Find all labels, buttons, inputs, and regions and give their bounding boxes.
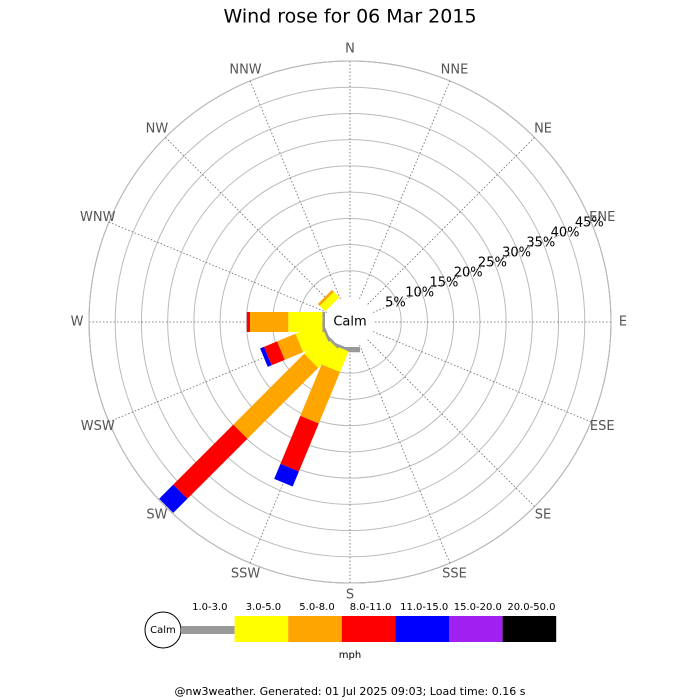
spoke (372, 221, 592, 313)
bar-segment (288, 312, 323, 332)
legend-label: 20.0-50.0 (507, 602, 555, 613)
legend-calm-label: Calm (150, 625, 176, 636)
spoke (367, 339, 535, 507)
legend-swatch (181, 626, 235, 634)
legend-label: 11.0-15.0 (400, 602, 448, 613)
legend-label: 8.0-11.0 (350, 602, 392, 613)
r-tick-label: 20% (454, 266, 483, 281)
bar-segment (173, 424, 248, 499)
direction-label: ENE (589, 210, 615, 225)
chart-title: Wind rose for 06 Mar 2015 (223, 6, 476, 28)
direction-label: WSW (81, 419, 115, 434)
grid-ring (167, 139, 533, 505)
bar-segment (319, 291, 340, 312)
spoke (165, 137, 333, 305)
spoke (108, 221, 328, 313)
legend-swatch (288, 616, 342, 642)
r-tick-label: 30% (502, 245, 531, 260)
legend-label: 1.0-3.0 (192, 602, 227, 613)
spoke (359, 80, 451, 300)
direction-label: NNE (441, 62, 469, 77)
grid-ring (219, 191, 481, 453)
grid-ring (140, 112, 560, 532)
bar-segment (159, 484, 188, 513)
direction-label: NNW (229, 62, 261, 77)
legend-label: 3.0-5.0 (246, 602, 281, 613)
bar-segment (277, 333, 304, 360)
unit-label: mph (339, 650, 361, 661)
direction-label: SE (535, 508, 551, 523)
bar-segment (250, 312, 289, 332)
r-tick-label: 35% (526, 235, 555, 250)
direction-label: SW (146, 508, 167, 523)
legend-swatch (341, 616, 396, 642)
footer: @nw3weather. Generated: 01 Jul 2025 09:0… (175, 685, 526, 698)
bar-segment (304, 334, 338, 368)
spoke (359, 344, 451, 564)
legend-swatch (449, 616, 503, 642)
bar-segment (260, 346, 272, 367)
direction-label: SSW (231, 567, 261, 582)
spoke (372, 331, 592, 423)
direction-label: NW (146, 121, 169, 136)
direction-label: SSE (442, 567, 467, 582)
grid-ring (114, 86, 586, 558)
r-tick-label: 15% (429, 276, 458, 291)
legend-label: 5.0-8.0 (299, 602, 334, 613)
bar-segment (274, 463, 299, 487)
direction-label: W (71, 315, 84, 330)
r-tick-label: 5% (385, 296, 406, 311)
bar-segment (300, 364, 341, 424)
bar-segment (322, 312, 325, 332)
legend-swatch (502, 616, 557, 642)
direction-label: NE (534, 121, 552, 136)
bar-segment (280, 415, 319, 472)
direction-label: S (346, 588, 354, 603)
bar-segment (263, 341, 285, 366)
bar-segment (233, 353, 319, 439)
grid-ring (245, 217, 455, 427)
r-tick-label: 10% (405, 286, 434, 301)
r-tick-label: 40% (551, 225, 580, 240)
legend-label: 15.0-20.0 (454, 602, 502, 613)
bar-segment (317, 289, 334, 306)
r-tick-label: 45% (575, 215, 604, 230)
legend-swatch (395, 616, 449, 642)
direction-label: N (345, 42, 355, 57)
direction-label: E (619, 315, 627, 330)
legend-swatch (234, 616, 289, 642)
spoke (367, 137, 535, 305)
direction-label: ESE (590, 419, 615, 434)
calm-label: Calm (333, 315, 366, 330)
spoke (249, 80, 341, 300)
calm-circle (328, 300, 372, 344)
direction-label: WNW (80, 210, 116, 225)
r-tick-label: 25% (478, 256, 507, 271)
bar-segment (246, 312, 251, 332)
grid-ring (193, 165, 507, 479)
